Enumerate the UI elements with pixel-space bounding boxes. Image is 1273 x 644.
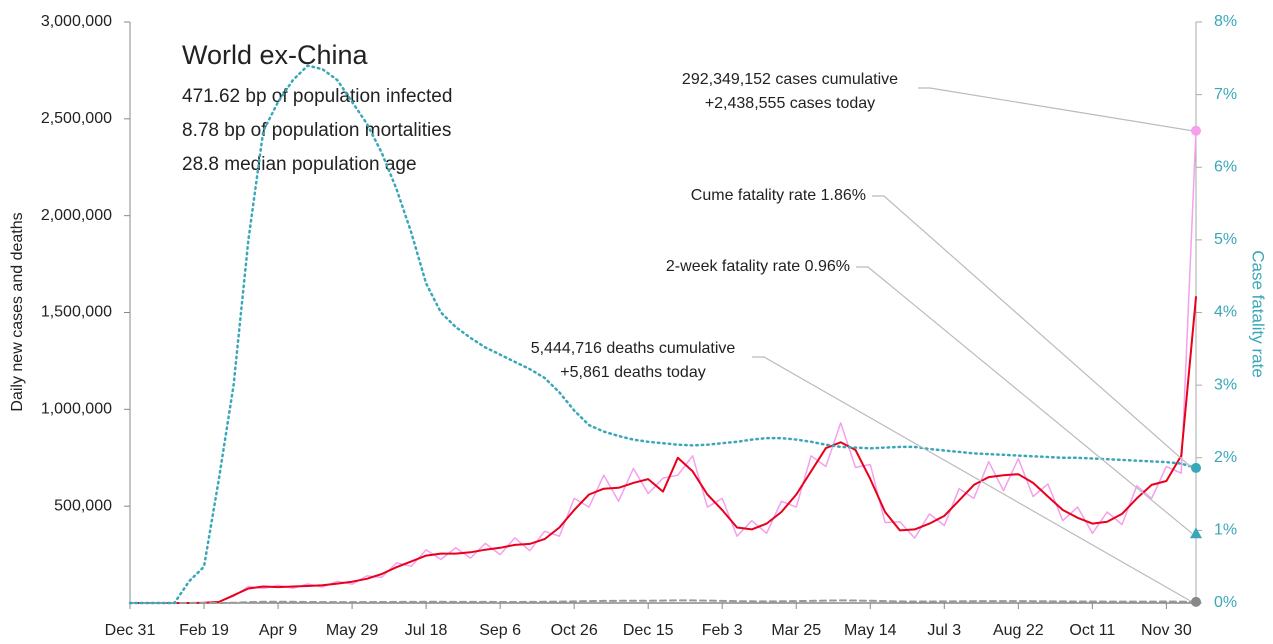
subtitle: 471.62 bp of population infected (182, 86, 452, 107)
y-tick-label: 500,000 (54, 497, 112, 514)
y2-tick-label: 6% (1214, 158, 1237, 175)
annotation-text: Cume fatality rate 1.86% (691, 187, 866, 204)
annotation-text: 292,349,152 cases cumulative (682, 71, 898, 88)
x-tick-label: Dec 31 (105, 622, 156, 639)
x-tick-label: Apr 9 (259, 622, 297, 639)
x-tick-label: May 14 (844, 622, 897, 639)
y2-tick-label: 3% (1214, 376, 1237, 393)
end-marker (1191, 596, 1201, 607)
x-tick-label: Feb 19 (179, 622, 229, 639)
leader-line (872, 195, 1193, 469)
series-line (129, 129, 1197, 604)
series-line (129, 296, 1197, 604)
end-marker (1190, 527, 1202, 539)
x-tick-label: Oct 26 (551, 622, 598, 639)
subtitle: 28.8 median population age (182, 154, 417, 175)
annotation-text: 5,444,716 deaths cumulative (531, 340, 736, 357)
y2-tick-label: 0% (1214, 594, 1237, 611)
x-tick-label: Dec 15 (623, 622, 674, 639)
chart-title: World ex-China (182, 40, 369, 70)
leader-line (752, 356, 1193, 603)
end-marker (1191, 125, 1201, 136)
y2-tick-label: 4% (1214, 304, 1237, 321)
y-tick-label: 1,000,000 (41, 401, 112, 418)
end-marker (1191, 462, 1201, 473)
x-tick-label: Mar 25 (771, 622, 821, 639)
x-tick-label: Oct 11 (1069, 622, 1115, 639)
annotation-text: +5,861 deaths today (560, 364, 705, 381)
y-tick-label: 3,000,000 (41, 13, 112, 30)
x-tick-label: May 29 (326, 622, 379, 639)
y-tick-label: 2,000,000 (41, 207, 112, 224)
x-tick-label: Feb 3 (702, 622, 743, 639)
x-tick-label: Jul 3 (927, 622, 961, 639)
x-tick-label: Aug 22 (993, 622, 1044, 639)
subtitle: 8.78 bp of population mortalities (182, 120, 451, 141)
x-tick-label: Nov 30 (1141, 622, 1192, 639)
y-tick-label: 2,500,000 (41, 110, 112, 127)
y2-tick-label: 5% (1214, 231, 1237, 248)
y2-tick-label: 7% (1214, 86, 1237, 103)
y-axis-label: Daily new cases and deaths (9, 212, 26, 411)
x-tick-label: Jul 18 (405, 622, 448, 639)
series-line (128, 64, 1198, 605)
leader-line (856, 266, 1193, 534)
annotation-text: 2-week fatality rate 0.96% (666, 258, 850, 275)
y2-tick-label: 2% (1214, 449, 1237, 466)
y2-axis-label: Case fatality rate (1249, 250, 1268, 378)
series-line (129, 599, 1197, 604)
y2-tick-label: 8% (1214, 13, 1237, 30)
y-tick-label: 1,500,000 (41, 304, 112, 321)
leader-line (918, 87, 1193, 132)
y2-tick-label: 1% (1214, 522, 1237, 539)
x-tick-label: Sep 6 (479, 622, 521, 639)
annotation-text: +2,438,555 cases today (705, 95, 875, 112)
